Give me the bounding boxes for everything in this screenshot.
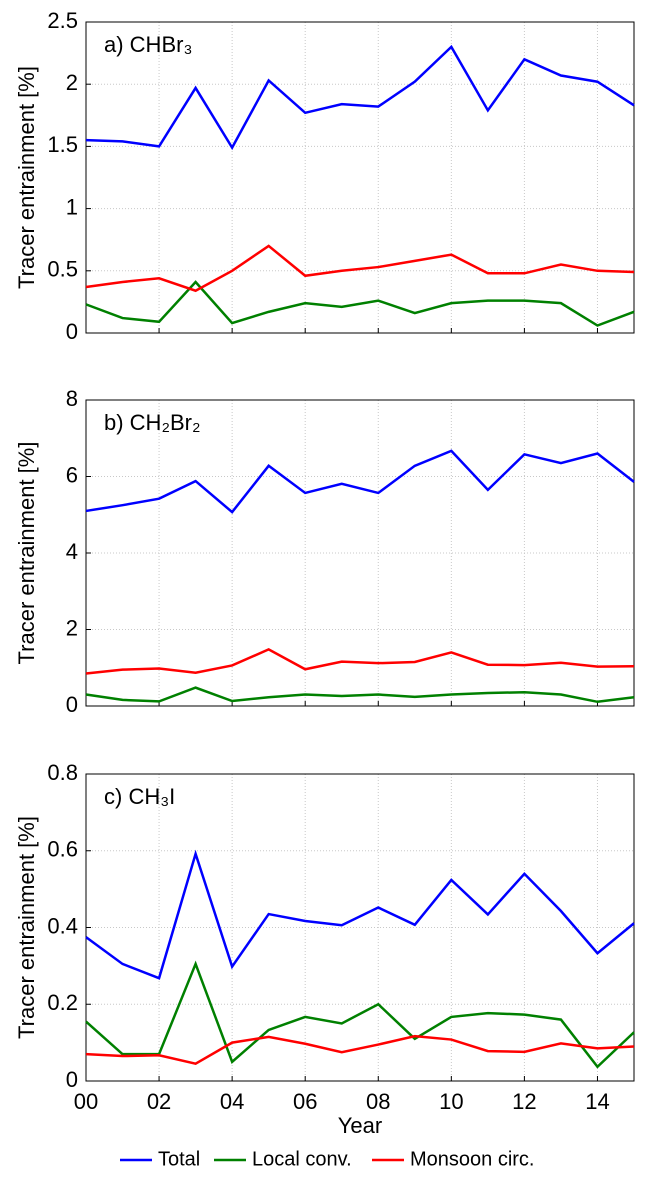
y-tick-label: 2.5 [47, 8, 78, 33]
panel-title: a) CHBr₃ [104, 32, 192, 57]
series-line [85, 449, 635, 514]
y-tick-label: 6 [66, 462, 78, 487]
x-tick-label: 14 [585, 1089, 609, 1114]
x-tick-label: 08 [366, 1089, 390, 1114]
panel-title: c) CH₃I [104, 784, 175, 809]
y-axis-label: Tracer entrainment [%] [14, 66, 39, 289]
x-tick-label: 04 [220, 1089, 244, 1114]
plot-frame [85, 21, 635, 334]
y-axis-label: Tracer entrainment [%] [14, 816, 39, 1039]
series-line [85, 686, 635, 704]
panel-title: b) CH₂Br₂ [104, 410, 201, 435]
y-tick-label: 4 [66, 539, 78, 564]
plot-frame [85, 773, 635, 1082]
y-tick-label: 2 [66, 70, 78, 95]
legend-label: Local conv. [252, 1148, 352, 1170]
plot-frame [85, 399, 635, 707]
y-tick-label: 0.5 [47, 257, 78, 282]
x-tick-label: 02 [147, 1089, 171, 1114]
x-tick-label: 00 [74, 1089, 98, 1114]
y-tick-label: 0 [66, 1067, 78, 1092]
y-tick-label: 0.6 [47, 837, 78, 862]
y-tick-label: 1.5 [47, 132, 78, 157]
x-tick-label: 06 [293, 1089, 317, 1114]
series-line [85, 960, 635, 1069]
y-tick-label: 0.8 [47, 760, 78, 785]
y-tick-label: 8 [66, 386, 78, 411]
x-tick-label: 12 [512, 1089, 536, 1114]
series-line [85, 44, 635, 151]
legend-label: Total [158, 1148, 200, 1170]
y-tick-label: 0 [66, 692, 78, 717]
series-line [85, 280, 635, 327]
series-line [85, 1034, 635, 1066]
y-tick-label: 0 [66, 319, 78, 344]
y-tick-label: 2 [66, 615, 78, 640]
series-line [85, 849, 635, 980]
series-line [85, 244, 635, 293]
legend-label: Monsoon circ. [410, 1148, 535, 1170]
y-axis-label: Tracer entrainment [%] [14, 442, 39, 665]
x-axis-label: Year [338, 1113, 382, 1138]
y-tick-label: 0.2 [47, 990, 78, 1015]
x-tick-label: 10 [439, 1089, 463, 1114]
y-tick-label: 0.4 [47, 913, 78, 938]
series-line [85, 647, 635, 675]
y-tick-label: 1 [66, 194, 78, 219]
